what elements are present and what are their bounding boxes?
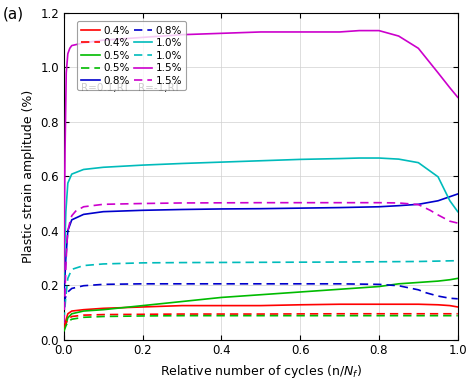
Legend: 0.4%, 0.4%, 0.5%, 0.5%, 0.8%, 0.8%, 1.0%, 1.0%, 1.5%, 1.5%: 0.4%, 0.4%, 0.5%, 0.5%, 0.8%, 0.8%, 1.0%… xyxy=(77,21,186,90)
Text: (a): (a) xyxy=(3,6,24,21)
Text: R=0.1,RT: R=0.1,RT xyxy=(81,83,130,93)
Text: R=-1,RT: R=-1,RT xyxy=(138,83,181,93)
Y-axis label: Plastic strain amplitude (%): Plastic strain amplitude (%) xyxy=(22,90,35,263)
X-axis label: Relative number of cycles (n/$N_f$): Relative number of cycles (n/$N_f$) xyxy=(160,363,362,380)
